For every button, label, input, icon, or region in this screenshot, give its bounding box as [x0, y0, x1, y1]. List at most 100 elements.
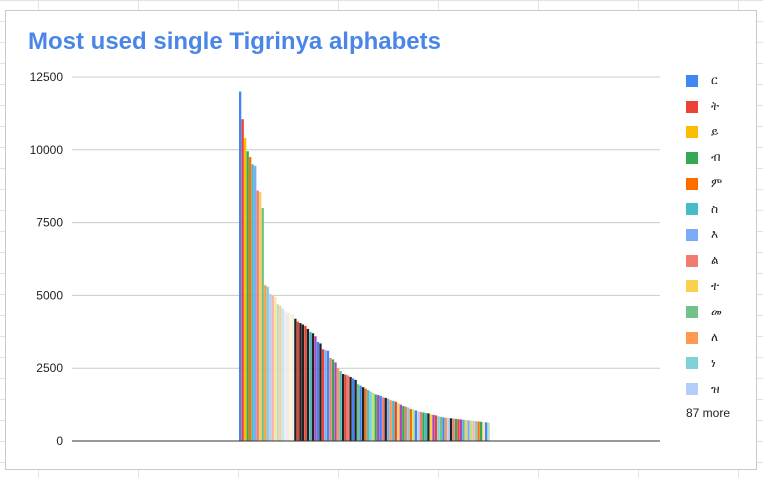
bar[interactable]	[301, 324, 305, 441]
bar[interactable]	[274, 296, 277, 441]
bar[interactable]	[387, 398, 390, 441]
bar[interactable]	[269, 293, 272, 441]
chart-container[interactable]	[5, 10, 757, 470]
bar[interactable]	[374, 394, 377, 441]
bar[interactable]	[289, 313, 292, 441]
bar[interactable]	[279, 305, 282, 441]
bar[interactable]	[469, 420, 473, 441]
bar[interactable]	[336, 368, 340, 441]
bar[interactable]	[304, 325, 307, 441]
bar[interactable]	[246, 151, 249, 441]
bar[interactable]	[389, 400, 392, 441]
legend-item[interactable]: ት	[686, 94, 756, 120]
bar[interactable]	[339, 371, 342, 441]
bar[interactable]	[459, 419, 463, 441]
bar[interactable]	[404, 406, 407, 441]
bar[interactable]	[437, 416, 440, 441]
bar[interactable]	[276, 304, 279, 441]
bar[interactable]	[482, 422, 485, 441]
bar[interactable]	[251, 164, 254, 442]
bar[interactable]	[444, 417, 448, 441]
bar[interactable]	[427, 413, 430, 441]
legend-item[interactable]: ብ	[686, 145, 756, 171]
bar[interactable]	[354, 379, 357, 441]
bar[interactable]	[271, 295, 274, 441]
bar[interactable]	[384, 397, 387, 441]
bar[interactable]	[331, 359, 335, 441]
bar[interactable]	[372, 392, 375, 441]
legend-item[interactable]: ስ	[686, 196, 756, 222]
bar[interactable]	[316, 341, 320, 441]
bar[interactable]	[291, 314, 295, 441]
legend-item[interactable]: ር	[686, 68, 756, 94]
legend-more-link[interactable]: 87 more	[686, 405, 731, 420]
bar[interactable]	[334, 362, 337, 441]
bar[interactable]	[306, 328, 310, 441]
legend-item[interactable]: ዝ	[686, 376, 756, 402]
bar[interactable]	[422, 412, 425, 441]
bar[interactable]	[479, 421, 483, 441]
bar[interactable]	[392, 400, 395, 441]
bar[interactable]	[326, 350, 330, 441]
bar[interactable]	[394, 401, 397, 441]
bar[interactable]	[299, 323, 302, 441]
bar[interactable]	[449, 418, 453, 441]
bar[interactable]	[487, 422, 490, 441]
bar[interactable]	[457, 419, 460, 441]
bar[interactable]	[464, 420, 468, 441]
bar[interactable]	[432, 414, 435, 441]
bar[interactable]	[321, 349, 325, 441]
bar[interactable]	[314, 336, 317, 441]
bar[interactable]	[244, 138, 247, 441]
bar[interactable]	[399, 404, 402, 441]
bar[interactable]	[377, 394, 380, 441]
bar[interactable]	[341, 374, 345, 441]
bar[interactable]	[402, 406, 405, 441]
bar[interactable]	[429, 414, 433, 441]
bar[interactable]	[412, 409, 415, 441]
bar[interactable]	[474, 421, 478, 441]
bar[interactable]	[256, 190, 259, 441]
bar[interactable]	[286, 312, 289, 441]
bar[interactable]	[311, 333, 315, 441]
bar[interactable]	[281, 308, 284, 442]
bar[interactable]	[407, 407, 410, 441]
bar[interactable]	[284, 311, 287, 441]
bar[interactable]	[239, 91, 242, 441]
bar[interactable]	[349, 376, 352, 441]
legend-item[interactable]: ለ	[686, 325, 756, 351]
bar[interactable]	[364, 388, 367, 441]
bar[interactable]	[296, 321, 300, 441]
bar[interactable]	[452, 418, 455, 441]
bar[interactable]	[259, 192, 262, 441]
bar[interactable]	[319, 343, 322, 441]
bar[interactable]	[434, 415, 438, 441]
legend-item[interactable]: ም	[686, 171, 756, 197]
bar[interactable]	[346, 375, 350, 441]
legend-item[interactable]: ተ	[686, 274, 756, 300]
bar[interactable]	[472, 420, 475, 441]
bar[interactable]	[367, 390, 370, 441]
bar[interactable]	[467, 420, 470, 441]
legend[interactable]: ር ት ይ ብ ም ስ እ ል ተ መ ለ ነ ዝ 87 more	[686, 68, 756, 420]
bar[interactable]	[241, 119, 244, 441]
bar[interactable]	[477, 421, 480, 441]
bar[interactable]	[359, 385, 362, 441]
bar[interactable]	[361, 387, 365, 441]
bar[interactable]	[424, 413, 428, 441]
legend-item[interactable]: መ	[686, 299, 756, 325]
legend-item[interactable]: እ	[686, 222, 756, 248]
bar[interactable]	[261, 208, 264, 441]
bar[interactable]	[447, 418, 450, 441]
legend-item[interactable]: ይ	[686, 119, 756, 145]
legend-item[interactable]: ል	[686, 248, 756, 274]
bar[interactable]	[414, 410, 418, 441]
bar[interactable]	[454, 418, 458, 441]
bar[interactable]	[351, 378, 355, 441]
bar[interactable]	[249, 157, 252, 441]
bar[interactable]	[356, 384, 360, 441]
bar[interactable]	[382, 397, 385, 441]
bar[interactable]	[484, 422, 488, 441]
bar[interactable]	[324, 350, 327, 441]
legend-item[interactable]: ነ	[686, 351, 756, 377]
